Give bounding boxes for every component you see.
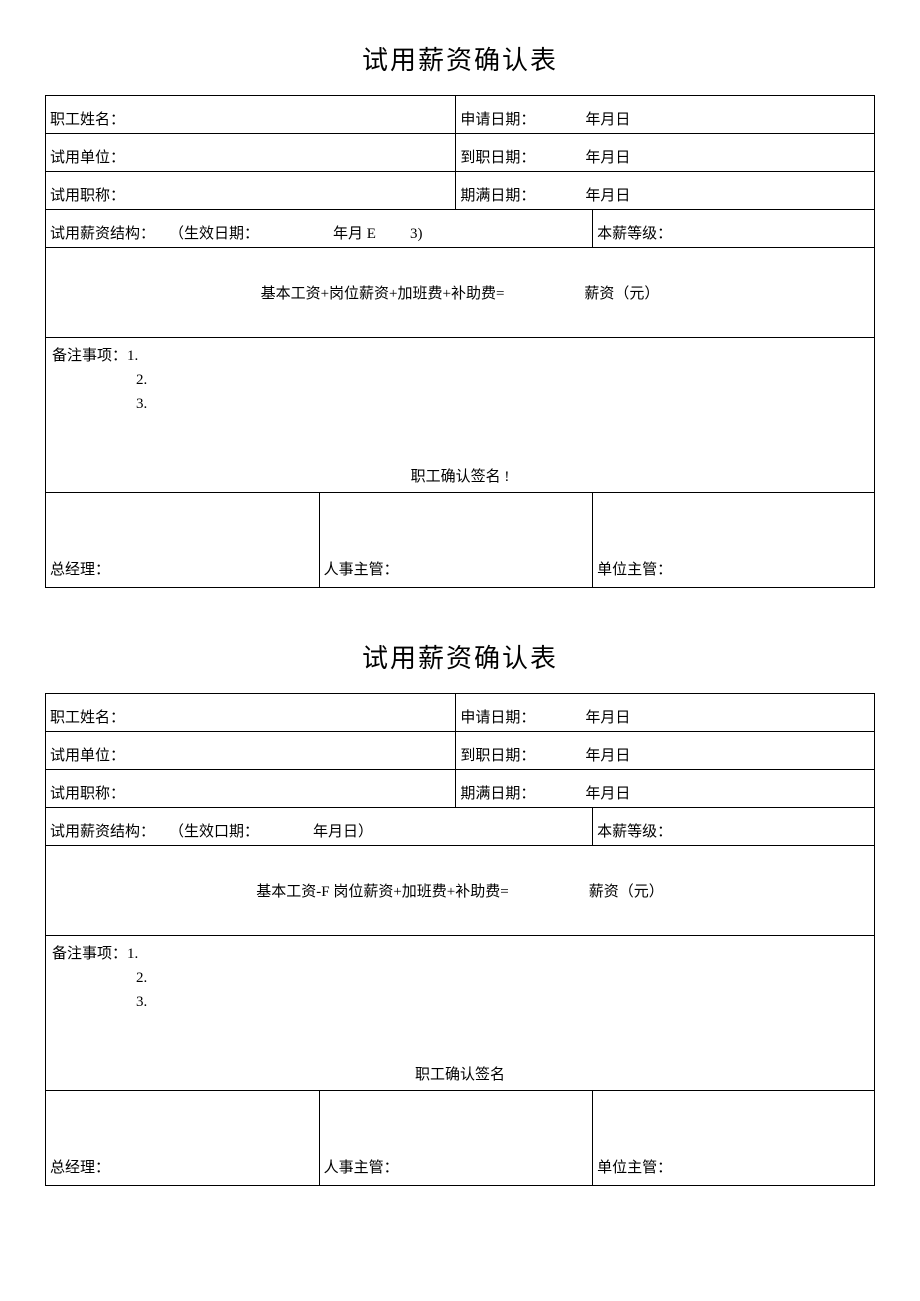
salary-struct-label: 试用薪资结构： xyxy=(50,222,155,243)
salary-struct-label: 试用薪资结构： xyxy=(50,820,155,841)
row-salary-struct: 试用薪资结构： （生效口期： 年月日） 本薪等级： xyxy=(46,808,875,846)
row-name: 职工姓名： 申请日期： 年月日 xyxy=(46,96,875,134)
effective-date-value: 年月 E xyxy=(273,222,376,243)
start-date-value: 年月日 xyxy=(535,146,630,167)
position-label: 试用职称： xyxy=(50,184,125,205)
salary-unit: 薪资（元） xyxy=(589,880,664,901)
hr-label: 人事主管： xyxy=(324,562,399,578)
base-grade-label: 本薪等级： xyxy=(597,820,672,841)
apply-date-value: 年月日 xyxy=(535,108,630,129)
salary-table-1: 职工姓名： 申请日期： 年月日 试用单位： 到职日期： 年月日 xyxy=(45,95,875,588)
row-formula: 基本工资+岗位薪资+加班费+补助费= 薪资（元） xyxy=(46,248,875,338)
end-date-label: 期满日期： xyxy=(460,782,535,803)
form-2: 试用薪资确认表 职工姓名： 申请日期： 年月日 试用单位： xyxy=(45,638,875,1186)
row-remarks: 备注事项： 1. 2. 3. 职工确认签名 xyxy=(46,936,875,1091)
start-date-label: 到职日期： xyxy=(460,146,535,167)
apply-date-value: 年月日 xyxy=(535,706,630,727)
unit-label: 试用单位： xyxy=(50,744,125,765)
formula-text: 基本工资-F 岗位薪资+加班费+补助费= xyxy=(256,880,508,901)
employee-sign-label: 职工确认签名 ! xyxy=(46,465,874,486)
unit-label: 试用单位： xyxy=(50,146,125,167)
effective-date-label: （生效口期： xyxy=(169,820,259,841)
unit-mgr-label: 单位主管： xyxy=(597,1160,672,1176)
effective-date-label: （生效日期： xyxy=(169,222,259,243)
employee-name-label: 职工姓名： xyxy=(50,108,125,129)
row-remarks: 备注事项： 1. 2. 3. 职工确认签名 ! xyxy=(46,338,875,493)
apply-date-label: 申请日期： xyxy=(460,108,535,129)
apply-date-label: 申请日期： xyxy=(460,706,535,727)
end-date-label: 期满日期： xyxy=(460,184,535,205)
unit-mgr-label: 单位主管： xyxy=(597,562,672,578)
row-unit: 试用单位： 到职日期： 年月日 xyxy=(46,732,875,770)
remark-2: 2. xyxy=(52,368,868,392)
row-position: 试用职称： 期满日期： 年月日 xyxy=(46,770,875,808)
base-grade-label: 本薪等级： xyxy=(597,222,672,243)
employee-sign-label: 职工确认签名 xyxy=(46,1063,874,1084)
form-1: 试用薪资确认表 职工姓名： 申请日期： 年月日 试用单位： xyxy=(45,40,875,588)
gm-label: 总经理： xyxy=(50,1160,110,1176)
remark-2: 2. xyxy=(52,966,868,990)
remark-1: 1. xyxy=(127,942,138,966)
position-label: 试用职称： xyxy=(50,782,125,803)
effective-date-value: 年月日） xyxy=(273,820,373,841)
row-formula: 基本工资-F 岗位薪资+加班费+补助费= 薪资（元） xyxy=(46,846,875,936)
remarks-label: 备注事项： xyxy=(52,344,127,368)
end-date-value: 年月日 xyxy=(535,782,630,803)
gm-label: 总经理： xyxy=(50,562,110,578)
row-position: 试用职称： 期满日期： 年月日 xyxy=(46,172,875,210)
remarks-label: 备注事项： xyxy=(52,942,127,966)
remark-3: 3. xyxy=(52,990,868,1014)
salary-unit: 薪资（元） xyxy=(584,282,659,303)
effective-date-close: 3) xyxy=(390,226,423,243)
remark-3: 3. xyxy=(52,392,868,416)
row-name: 职工姓名： 申请日期： 年月日 xyxy=(46,694,875,732)
row-salary-struct: 试用薪资结构： （生效日期： 年月 E 3) 本薪等级： xyxy=(46,210,875,248)
form-title-1: 试用薪资确认表 xyxy=(45,40,875,77)
end-date-value: 年月日 xyxy=(535,184,630,205)
salary-table-2: 职工姓名： 申请日期： 年月日 试用单位： 到职日期： 年月日 xyxy=(45,693,875,1186)
start-date-value: 年月日 xyxy=(535,744,630,765)
row-signatures: 总经理： 人事主管： 单位主管： xyxy=(46,493,875,588)
remark-1: 1. xyxy=(127,344,138,368)
form-title-2: 试用薪资确认表 xyxy=(45,638,875,675)
formula-text: 基本工资+岗位薪资+加班费+补助费= xyxy=(261,282,505,303)
row-signatures: 总经理： 人事主管： 单位主管： xyxy=(46,1091,875,1186)
hr-label: 人事主管： xyxy=(324,1160,399,1176)
employee-name-label: 职工姓名： xyxy=(50,706,125,727)
row-unit: 试用单位： 到职日期： 年月日 xyxy=(46,134,875,172)
start-date-label: 到职日期： xyxy=(460,744,535,765)
